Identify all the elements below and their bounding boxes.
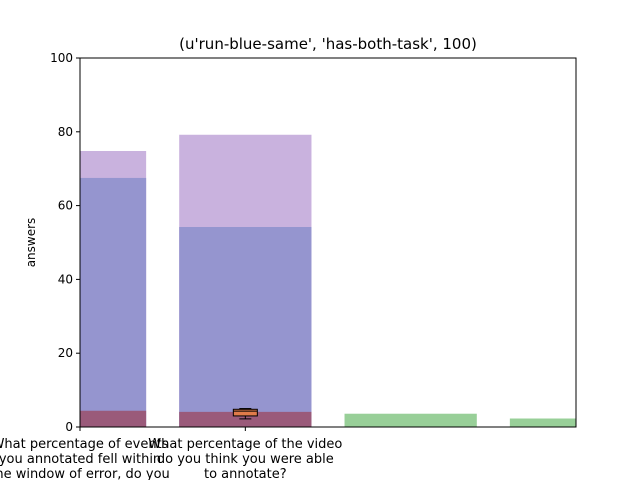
x-tick-label: What percentage of events you annotated f…	[0, 437, 170, 480]
bars-group	[80, 134, 576, 427]
bar-series2-1	[179, 411, 312, 427]
y-tick-label: 20	[58, 346, 73, 360]
y-tick-label: 0	[65, 420, 73, 434]
bar-series2-0	[80, 410, 147, 427]
x-tick-label: What percentage of the video do you think…	[148, 437, 342, 480]
y-axis-label: answers	[24, 218, 38, 268]
bar-series1-1	[179, 227, 312, 427]
y-tick-label: 100	[50, 51, 73, 65]
y-tick-label: 80	[58, 125, 73, 139]
plot-frame	[79, 57, 577, 428]
y-axis: 0 20 40 60 80 100	[50, 51, 80, 434]
bar-series1-0	[80, 177, 147, 427]
bar-series3-0	[344, 413, 477, 427]
chart-title: (u'run-blue-same', 'has-both-task', 100)	[179, 35, 477, 53]
x-axis: What percentage of events you annotated f…	[0, 427, 342, 480]
bar-series3-1	[509, 418, 576, 427]
y-tick-label: 40	[58, 272, 73, 286]
boxplot-box	[232, 408, 258, 417]
boxplot	[232, 408, 258, 420]
y-tick-label: 60	[58, 199, 73, 213]
